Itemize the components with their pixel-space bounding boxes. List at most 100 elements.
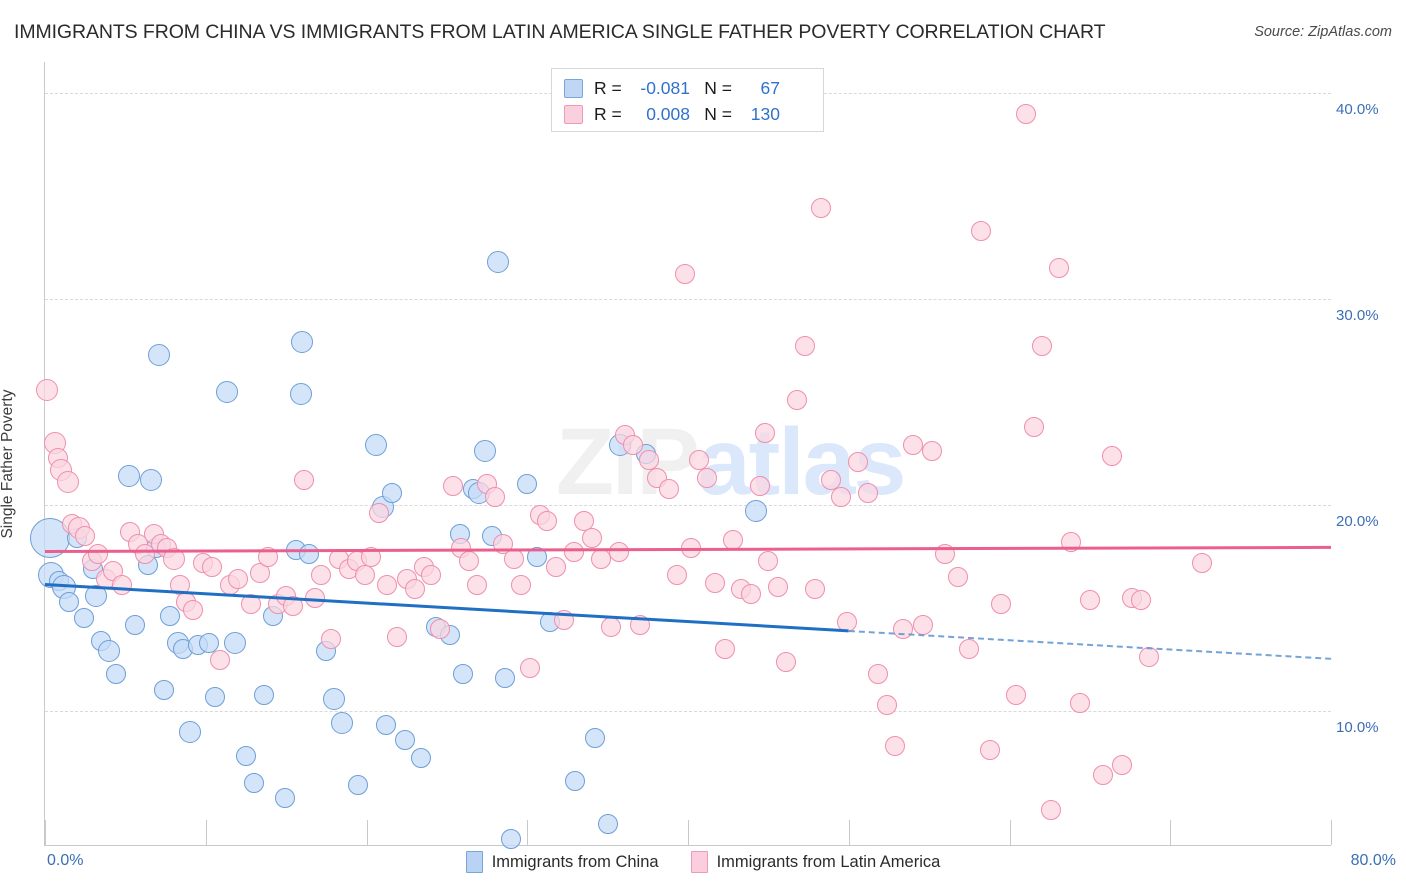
scatter-point [493,534,514,555]
scatter-point [140,469,163,492]
scatter-point [1015,103,1036,124]
scatter-point [305,587,326,608]
scatter-point [903,435,924,456]
scatter-point [723,530,743,551]
scatter-point [681,538,702,559]
n-label-china: N = [704,77,732,98]
legend-marker-latin-america [690,851,708,873]
scatter-point [235,746,256,767]
scatter-point [970,220,991,241]
legend-label-china: Immigrants from China [491,852,659,871]
scatter-point [198,633,219,654]
scatter-point [452,663,473,684]
scatter-point [202,556,223,577]
plot-area [29,62,1332,849]
scatter-point [705,573,726,594]
scatter-point [354,565,375,586]
r-label-china: R = [594,77,622,98]
scatter-point [215,380,238,403]
scatter-point [105,663,126,684]
scatter-point [494,668,515,689]
scatter-point [420,565,441,586]
scatter-point [411,748,432,769]
scatter-point [510,575,531,596]
y-tick-label: 40.0% [1336,100,1379,118]
x-tick-mark [205,820,207,845]
y-axis-line [44,62,45,845]
stats-legend-row-latin-america: R = 0.008 N = 130 [564,101,813,127]
legend-swatch-latin-america [564,104,583,124]
legend-item-latin-america[interactable]: Immigrants from Latin America [690,851,940,873]
scatter-point [830,486,851,507]
scatter-point [821,470,842,491]
scatter-point [639,449,660,470]
scatter-point [546,556,567,577]
scatter-point [597,814,618,835]
scatter-point [858,482,879,503]
scatter-point [991,593,1012,614]
scatter-point [243,773,264,794]
legend-swatch-china [564,78,583,98]
scatter-point [758,550,779,571]
scatter-point [430,618,451,639]
scatter-point [369,503,390,524]
scatter-point [1139,647,1160,668]
scatter-point [714,639,735,660]
r-value-china: -0.081 [640,77,690,98]
scatter-point [658,478,679,499]
scatter-point [1131,589,1152,610]
scatter-point [740,583,761,604]
scatter-point [210,649,231,670]
scatter-point [666,565,687,586]
scatter-point [768,577,789,598]
scatter-point [1092,764,1113,785]
y-tick-label: 30.0% [1336,306,1379,324]
scatter-point [311,565,332,586]
scatter-point [253,684,274,705]
scatter-point [795,336,816,357]
legend-item-china[interactable]: Immigrants from China [465,851,659,873]
scatter-point [1070,692,1091,713]
scatter-point [160,606,181,627]
x-tick-mark [1009,820,1011,845]
series-legend: Immigrants from China Immigrants from La… [0,851,1406,873]
scatter-point [1031,336,1052,357]
source-label: Source: ZipAtlas.com [1254,24,1392,40]
scatter-point [1060,532,1081,553]
n-value-china: 67 [760,77,780,98]
scatter-point [504,548,525,569]
scatter-point [600,616,621,637]
scatter-point [56,471,79,494]
scatter-point [182,600,203,621]
scatter-point [98,640,121,663]
y-tick-label: 10.0% [1336,719,1379,737]
scatter-point [776,651,797,672]
n-value-latin-america: 130 [750,103,780,124]
scatter-point [361,546,382,567]
scatter-point [629,614,650,635]
scatter-point [323,687,346,710]
scatter-point [811,198,832,219]
scatter-point [1049,258,1070,279]
scatter-point [73,608,94,629]
scatter-point [1023,416,1044,437]
scatter-point [395,729,416,750]
scatter-point [125,614,146,635]
x-tick-mark [1331,820,1332,845]
scatter-point [348,775,369,796]
scatter-point [885,736,906,757]
scatter-point [674,264,695,285]
scatter-point [697,468,718,489]
scatter-point [935,544,956,565]
scatter-point [750,476,771,497]
scatter-point [1041,799,1062,820]
scatter-point [153,680,174,701]
scatter-point [893,618,914,639]
stats-legend-row-china: R = -0.081 N = 67 [564,75,813,101]
stats-legend: R = -0.081 N = 67 R = 0.008 N = 130 [551,68,824,132]
x-tick-mark [688,820,689,845]
scatter-point [59,591,80,612]
x-axis-max-label: 80.0% [1350,852,1396,869]
scatter-point [1112,754,1133,775]
scatter-point [467,575,488,596]
